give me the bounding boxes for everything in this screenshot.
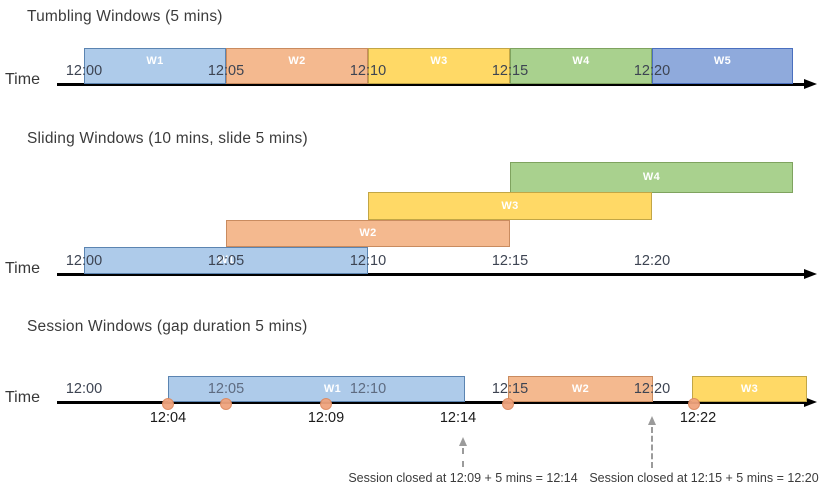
axis-tick-label: 12:05 bbox=[207, 63, 245, 79]
window-label: W4 bbox=[572, 55, 590, 67]
window-label: W5 bbox=[713, 55, 732, 67]
event-dot bbox=[502, 398, 514, 410]
window-label: W3 bbox=[501, 199, 519, 212]
axis-tick-label: 12:15 bbox=[491, 253, 529, 269]
window-box-w3: W3 bbox=[368, 192, 652, 220]
axis-tick-label: 12:00 bbox=[65, 253, 103, 269]
time-axis-line bbox=[57, 83, 806, 86]
window-label: W1 bbox=[323, 382, 342, 395]
event-dot bbox=[162, 398, 174, 410]
window-box-w5: W5 bbox=[652, 48, 793, 84]
time-axis-label: Time bbox=[5, 260, 40, 277]
window-box-w4: W4 bbox=[510, 48, 652, 84]
axis-arrowhead-icon bbox=[804, 269, 817, 279]
axis-tick-label: 12:00 bbox=[65, 63, 103, 79]
arrow-up-head-icon bbox=[648, 416, 656, 425]
event-dot bbox=[320, 398, 332, 410]
time-axis-label: Time bbox=[5, 389, 40, 406]
window-box-w1: W1 bbox=[84, 48, 226, 84]
window-label: W2 bbox=[571, 382, 590, 395]
window-label: W2 bbox=[359, 227, 377, 239]
event-time-label: 12:22 bbox=[679, 410, 717, 426]
window-box-w1: W1 bbox=[84, 247, 368, 274]
section-title: Session Windows (gap duration 5 mins) bbox=[27, 318, 308, 335]
window-box-w3: W3 bbox=[692, 376, 807, 402]
axis-tick-label: 12:20 bbox=[633, 63, 671, 79]
window-box-w1: W1 bbox=[168, 376, 465, 402]
time-axis-line bbox=[57, 401, 806, 404]
axis-tick-label: 12:15 bbox=[491, 63, 529, 79]
event-dot bbox=[688, 398, 700, 410]
event-time-label: 12:04 bbox=[149, 410, 187, 426]
window-label: W2 bbox=[288, 55, 306, 67]
axis-tick-label: 12:10 bbox=[349, 63, 387, 79]
section-title: Sliding Windows (10 mins, slide 5 mins) bbox=[27, 130, 308, 147]
window-label: W4 bbox=[642, 171, 661, 183]
window-label: W3 bbox=[430, 55, 448, 67]
event-time-label: 12:09 bbox=[307, 410, 345, 426]
window-label: W1 bbox=[146, 55, 164, 67]
axis-tick-label: 12:00 bbox=[65, 381, 103, 397]
window-label: W1 bbox=[217, 254, 235, 266]
session-close-note: Session closed at 12:15 + 5 mins = 12:20 bbox=[589, 471, 819, 485]
arrow-dash-line bbox=[462, 448, 464, 467]
window-box-w3: W3 bbox=[368, 48, 510, 84]
session-close-arrow-icon bbox=[646, 416, 658, 468]
axis-tick-label: 12:20 bbox=[633, 381, 671, 397]
arrow-dash-line bbox=[651, 427, 653, 468]
section-title: Tumbling Windows (5 mins) bbox=[27, 8, 223, 25]
axis-arrowhead-icon bbox=[804, 397, 817, 407]
arrow-up-head-icon bbox=[459, 437, 467, 446]
window-box-w2: W2 bbox=[226, 220, 510, 247]
axis-tick-label: 12:05 bbox=[207, 381, 245, 397]
window-box-w2: W2 bbox=[508, 376, 653, 402]
session-close-note: Session closed at 12:09 + 5 mins = 12:14 bbox=[348, 471, 578, 485]
axis-arrowhead-icon bbox=[804, 79, 817, 89]
window-box-w2: W2 bbox=[226, 48, 368, 84]
event-dot bbox=[220, 398, 232, 410]
axis-tick-label: 12:05 bbox=[207, 253, 245, 269]
window-box-w4: W4 bbox=[510, 162, 793, 193]
axis-tick-label: 12:20 bbox=[633, 253, 671, 269]
axis-tick-label: 12:15 bbox=[491, 381, 529, 397]
window-label: W3 bbox=[740, 382, 759, 395]
session-close-arrow-icon bbox=[457, 437, 469, 467]
time-axis-label: Time bbox=[5, 71, 40, 88]
time-axis-line bbox=[57, 273, 806, 276]
axis-tick-label: 12:10 bbox=[349, 381, 387, 397]
event-time-label: 12:14 bbox=[439, 410, 477, 426]
axis-tick-label: 12:10 bbox=[349, 253, 387, 269]
